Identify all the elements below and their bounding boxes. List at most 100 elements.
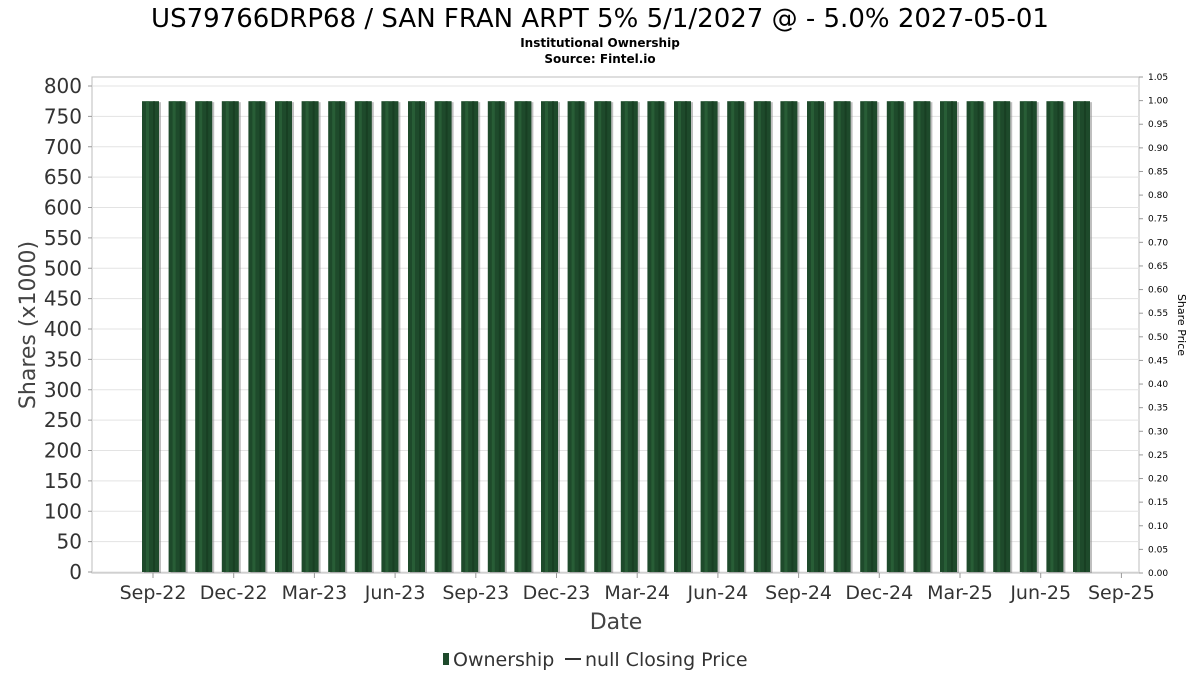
bar-highlight — [811, 101, 814, 572]
bar-body — [168, 101, 186, 572]
bar-stripe — [631, 101, 634, 572]
bar-highlight — [571, 101, 575, 572]
x-tick-label: Jun-24 — [687, 582, 749, 604]
bar-highlight — [491, 101, 495, 572]
x-tick-label: Sep-22 — [120, 582, 187, 604]
y2-tick-label: 0.80 — [1148, 191, 1168, 201]
bar-highlight — [332, 101, 336, 572]
ownership-bar — [674, 101, 693, 573]
bar-body — [541, 101, 558, 572]
bar-stripe — [1084, 101, 1086, 572]
bar-highlight — [970, 101, 974, 572]
bar-highlight — [890, 101, 894, 572]
bar-stripe — [1004, 101, 1007, 572]
bar-body — [434, 101, 452, 572]
y2-tick-label: 0.10 — [1148, 522, 1168, 532]
bar-body — [142, 101, 159, 572]
x-tick-label: Sep-23 — [442, 582, 509, 604]
bar-body — [221, 101, 239, 572]
bar-body — [514, 101, 532, 572]
bar-stripe — [179, 101, 182, 572]
y-tick-label: 800 — [44, 74, 82, 98]
ownership-bar — [248, 101, 268, 573]
ownership-bar — [381, 101, 401, 573]
y2-tick-label: 0.40 — [1148, 380, 1168, 390]
bar-body — [381, 101, 399, 572]
y2-tick-label: 0.85 — [1148, 167, 1168, 177]
ownership-bar — [195, 101, 215, 573]
bar-highlight — [385, 101, 389, 572]
bar-stripe — [897, 101, 900, 572]
bar-body — [700, 101, 718, 572]
x-tick-label: Sep-25 — [1088, 582, 1155, 604]
bar-body — [408, 101, 425, 572]
y2-tick-label: 0.75 — [1148, 215, 1168, 225]
bar-highlight — [465, 101, 469, 572]
x-tick-label: Mar-24 — [604, 582, 670, 604]
bar-stripe — [445, 101, 448, 572]
bar-stripe — [818, 101, 820, 572]
bar-body — [886, 101, 904, 572]
bar-stripe — [658, 101, 661, 572]
bar-body — [195, 101, 213, 572]
bar-body — [807, 101, 824, 572]
x-tick-label: Mar-23 — [282, 582, 348, 604]
ownership-bar — [275, 101, 294, 573]
bar-stripe — [153, 101, 155, 572]
bar-stripe — [924, 101, 927, 572]
bar-highlight — [199, 101, 203, 572]
bar-highlight — [545, 101, 548, 572]
bar-stripe — [578, 101, 581, 572]
bar-stripe — [764, 101, 767, 572]
ownership-bar — [142, 101, 161, 573]
bar-body — [674, 101, 691, 572]
bar-body — [594, 101, 612, 572]
bar-stripe — [844, 101, 847, 572]
bar-highlight — [598, 101, 602, 572]
y-tick-label: 500 — [44, 256, 82, 280]
y-tick-label: 400 — [44, 317, 82, 341]
y-tick-label: 650 — [44, 165, 82, 189]
bar-stripe — [977, 101, 980, 572]
legend-ownership-label: Ownership — [453, 649, 554, 671]
ownership-bar — [727, 101, 747, 573]
ownership-bar — [567, 101, 587, 573]
bar-highlight — [438, 101, 442, 572]
ownership-bar — [940, 101, 959, 573]
chart-subtitle: Institutional Ownership — [520, 36, 680, 50]
y-axis-label: Shares (x1000) — [16, 241, 41, 409]
y2-axis-label: Share Price — [1175, 294, 1188, 356]
y2-tick-label: 0.20 — [1148, 475, 1168, 485]
y2-tick-label: 0.60 — [1148, 286, 1168, 296]
bars-group — [142, 101, 1092, 573]
bar-stripe — [365, 101, 368, 572]
y-tick-label: 300 — [44, 378, 82, 402]
bar-highlight — [358, 101, 362, 572]
ownership-bar — [541, 101, 560, 573]
y2-tick-label: 0.90 — [1148, 144, 1168, 154]
y2-tick-label: 0.55 — [1148, 309, 1168, 319]
x-tick-label: Dec-24 — [845, 582, 913, 604]
ownership-bar — [833, 101, 853, 573]
y2-tick-label: 0.70 — [1148, 238, 1168, 248]
bar-body — [647, 101, 665, 572]
bar-highlight — [624, 101, 628, 572]
y2-tick-label: 0.45 — [1148, 356, 1168, 366]
bar-body — [1046, 101, 1064, 572]
bar-highlight — [146, 101, 149, 572]
bar-highlight — [651, 101, 655, 572]
bar-stripe — [286, 101, 288, 572]
bar-highlight — [784, 101, 788, 572]
bar-highlight — [1077, 101, 1080, 572]
chart-source: Source: Fintel.io — [544, 52, 655, 66]
y2-tick-label: 0.95 — [1148, 120, 1168, 130]
y-tick-label: 550 — [44, 226, 82, 250]
bar-body — [780, 101, 798, 572]
legend-price-label: null Closing Price — [585, 649, 748, 671]
y2-tick-label: 0.50 — [1148, 333, 1168, 343]
bar-body — [753, 101, 771, 572]
bar-stripe — [232, 101, 235, 572]
y-tick-label: 150 — [44, 469, 82, 493]
bar-stripe — [392, 101, 395, 572]
bar-highlight — [279, 101, 282, 572]
